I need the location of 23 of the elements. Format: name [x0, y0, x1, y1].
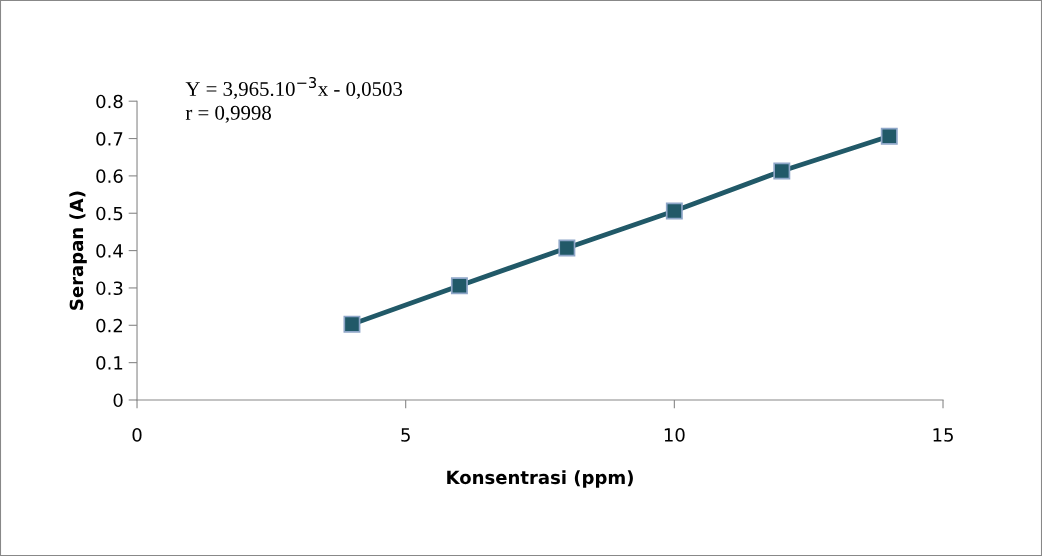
annotation: r = 0,9998 — [185, 105, 271, 123]
point — [773, 162, 791, 180]
point — [343, 315, 361, 333]
x-tick-label: 10 — [664, 428, 685, 442]
point — [880, 127, 898, 145]
x-axis-title: Konsentrasi (ppm) — [447, 470, 633, 488]
y-tick-label: 0 — [113, 393, 123, 408]
y-tick-label: 0.6 — [96, 169, 123, 184]
x-tick-label: 5 — [401, 428, 410, 442]
x-tick-label: 15 — [933, 428, 953, 442]
y-axis-title: Serapan (A) — [69, 191, 87, 310]
y-tick-label: 0.5 — [96, 206, 123, 221]
point — [558, 239, 576, 257]
y-tick-label: 0.7 — [96, 132, 123, 146]
text: Y = 3,965.10$^{−3}$x - 0,0503 — [185, 76, 403, 99]
point — [665, 202, 683, 220]
y-tick-label: 0.4 — [96, 244, 123, 258]
y-tick-label: 0.1 — [96, 356, 123, 370]
y-tick-label: 0.8 — [96, 94, 123, 109]
point — [450, 277, 468, 295]
y-tick-label: 0.3 — [96, 281, 123, 296]
x-tick-label: 0 — [132, 428, 142, 442]
y-tick-label: 0.2 — [96, 318, 123, 333]
